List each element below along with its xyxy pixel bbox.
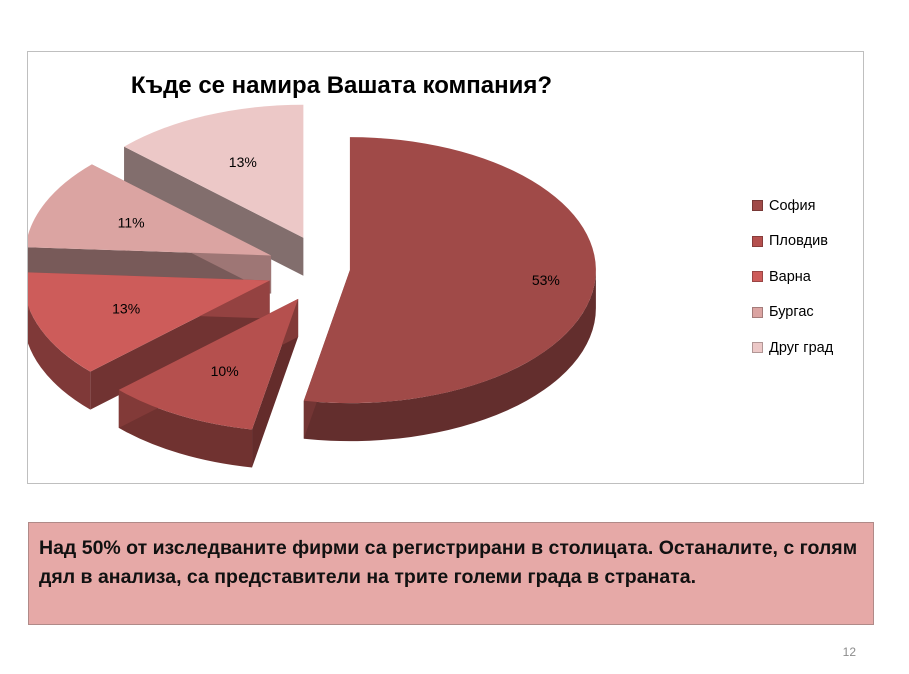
pie-slice-side-4-0 (124, 146, 304, 276)
pie-slice-top-1 (118, 298, 299, 430)
legend-label-3: Бургас (769, 304, 814, 321)
data-label-1: 10% (211, 363, 239, 379)
data-label-3: 11% (118, 215, 145, 231)
legend-swatch-3 (752, 306, 763, 318)
pie-chart: 53% 10% 13% 11% 13% (28, 104, 596, 468)
pie-slice-top-0 (303, 137, 596, 404)
legend-item-1: Пловдив (752, 224, 833, 260)
legend-item-0: София (752, 188, 833, 224)
data-label-0: 53% (532, 272, 560, 288)
legend-item-2: Варна (752, 259, 833, 295)
pie-slice-top-3 (28, 164, 272, 256)
legend-item-4: Друг град (752, 330, 833, 366)
summary-text: Над 50% от изследваните фирми са регистр… (39, 537, 858, 588)
summary-box: Над 50% от изследваните фирми са регистр… (28, 522, 874, 625)
chart-frame: Къде се намира Вашата компания? 53% 10% 13… (27, 51, 864, 484)
legend: София Пловдив Варна Бургас Друг град (752, 188, 833, 366)
legend-label-2: Варна (769, 268, 811, 285)
page-number: 12 (842, 645, 856, 659)
pie-slice-1 (118, 298, 299, 468)
legend-label-1: Пловдив (769, 233, 828, 250)
legend-swatch-4 (752, 342, 763, 354)
pie-slice-2 (28, 272, 270, 410)
legend-item-3: Бургас (752, 295, 833, 331)
pie-slice-top-4 (124, 104, 304, 238)
legend-label-4: Друг град (769, 339, 834, 356)
pie-slice-top-2 (28, 272, 270, 372)
pie-slice-4 (124, 104, 304, 276)
data-label-2: 13% (112, 300, 140, 316)
pie-slice-wall-2 (28, 305, 91, 410)
chart-title: Къде се намира Вашата компания? (130, 72, 553, 99)
legend-label-0: София (769, 197, 816, 214)
pie-slice-wall-0 (303, 270, 596, 442)
legend-swatch-2 (752, 271, 763, 283)
pie-slice-0 (303, 137, 596, 442)
data-label-4: 13% (229, 154, 257, 170)
legend-swatch-1 (752, 235, 763, 247)
legend-swatch-0 (752, 200, 763, 212)
